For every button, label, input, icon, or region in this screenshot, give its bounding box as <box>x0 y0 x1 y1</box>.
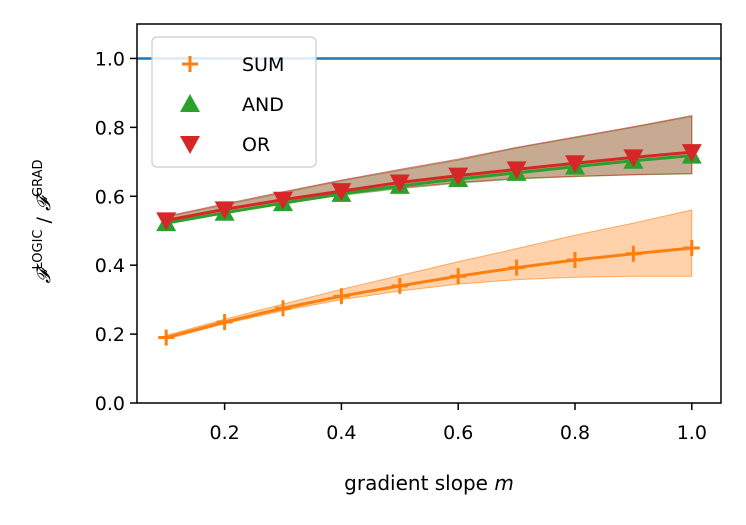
point-or-9 <box>681 144 702 163</box>
x-tick-label-0: 0.2 <box>209 422 239 444</box>
x-tick-label-3: 0.8 <box>560 422 590 444</box>
y-axis-label-sep: / <box>33 211 55 229</box>
point-sum-3 <box>333 288 350 305</box>
y-tick-label-3: 0.6 <box>95 186 125 208</box>
legend-label-or: OR <box>242 134 270 156</box>
y-axis-label-num: LOGIC <box>31 229 46 269</box>
x-tick-label-4: 1.0 <box>677 422 707 444</box>
series-line-or <box>165 150 692 222</box>
point-or-6 <box>506 161 527 180</box>
y-axis-label: 𝓕LOGIC / 𝓕GRAD <box>31 159 55 283</box>
point-sum-5 <box>450 268 467 285</box>
x-axis-label-text: gradient slope <box>344 471 494 495</box>
y-tick-label-5: 1.0 <box>95 48 125 70</box>
legend-marker-and <box>180 94 200 112</box>
y-tick-label-1: 0.2 <box>95 324 125 346</box>
series-line-sum <box>165 246 692 339</box>
point-sum-7 <box>567 252 583 269</box>
point-sum-1 <box>216 314 233 331</box>
x-tick-label-1: 0.4 <box>326 422 356 444</box>
point-sum-9 <box>683 239 700 256</box>
point-or-2 <box>273 191 293 210</box>
y-axis-label-den: GRAD <box>31 159 46 196</box>
series-lines <box>165 150 692 339</box>
point-sum-6 <box>508 259 525 276</box>
point-sum-8 <box>625 245 642 262</box>
legend-marker-or <box>180 136 200 154</box>
point-sum-0 <box>158 329 175 346</box>
point-or-3 <box>331 183 352 202</box>
legend-box <box>151 36 317 168</box>
legend-label-sum: SUM <box>242 54 284 76</box>
point-or-1 <box>214 201 235 220</box>
point-sum-4 <box>391 277 408 294</box>
x-axis-label: gradient slope m <box>344 471 514 495</box>
legend-marker-sum <box>182 56 198 72</box>
point-or-5 <box>448 167 469 186</box>
point-or-0 <box>156 212 177 231</box>
series-line-and <box>165 154 692 225</box>
axes: 0.2 0.4 0.6 0.8 1.0 0.0 0.2 0.4 0.6 0.8 1.0 gradien… <box>31 23 722 495</box>
x-axis-label-var: m <box>494 471 513 495</box>
y-tick-label-0: 0.0 <box>95 393 125 415</box>
point-sum-2 <box>275 300 291 317</box>
point-or-7 <box>565 155 585 174</box>
y-tick-label-4: 0.8 <box>95 117 125 139</box>
plot-frame <box>136 23 722 404</box>
series-markers <box>156 144 702 346</box>
legend-label-and: AND <box>242 94 284 116</box>
point-or-4 <box>389 174 410 193</box>
legend: SUM AND OR <box>151 36 317 168</box>
point-or-8 <box>623 149 644 168</box>
band-sum <box>165 209 693 340</box>
y-tick-label-2: 0.4 <box>95 255 125 277</box>
x-tick-label-2: 0.6 <box>443 422 473 444</box>
